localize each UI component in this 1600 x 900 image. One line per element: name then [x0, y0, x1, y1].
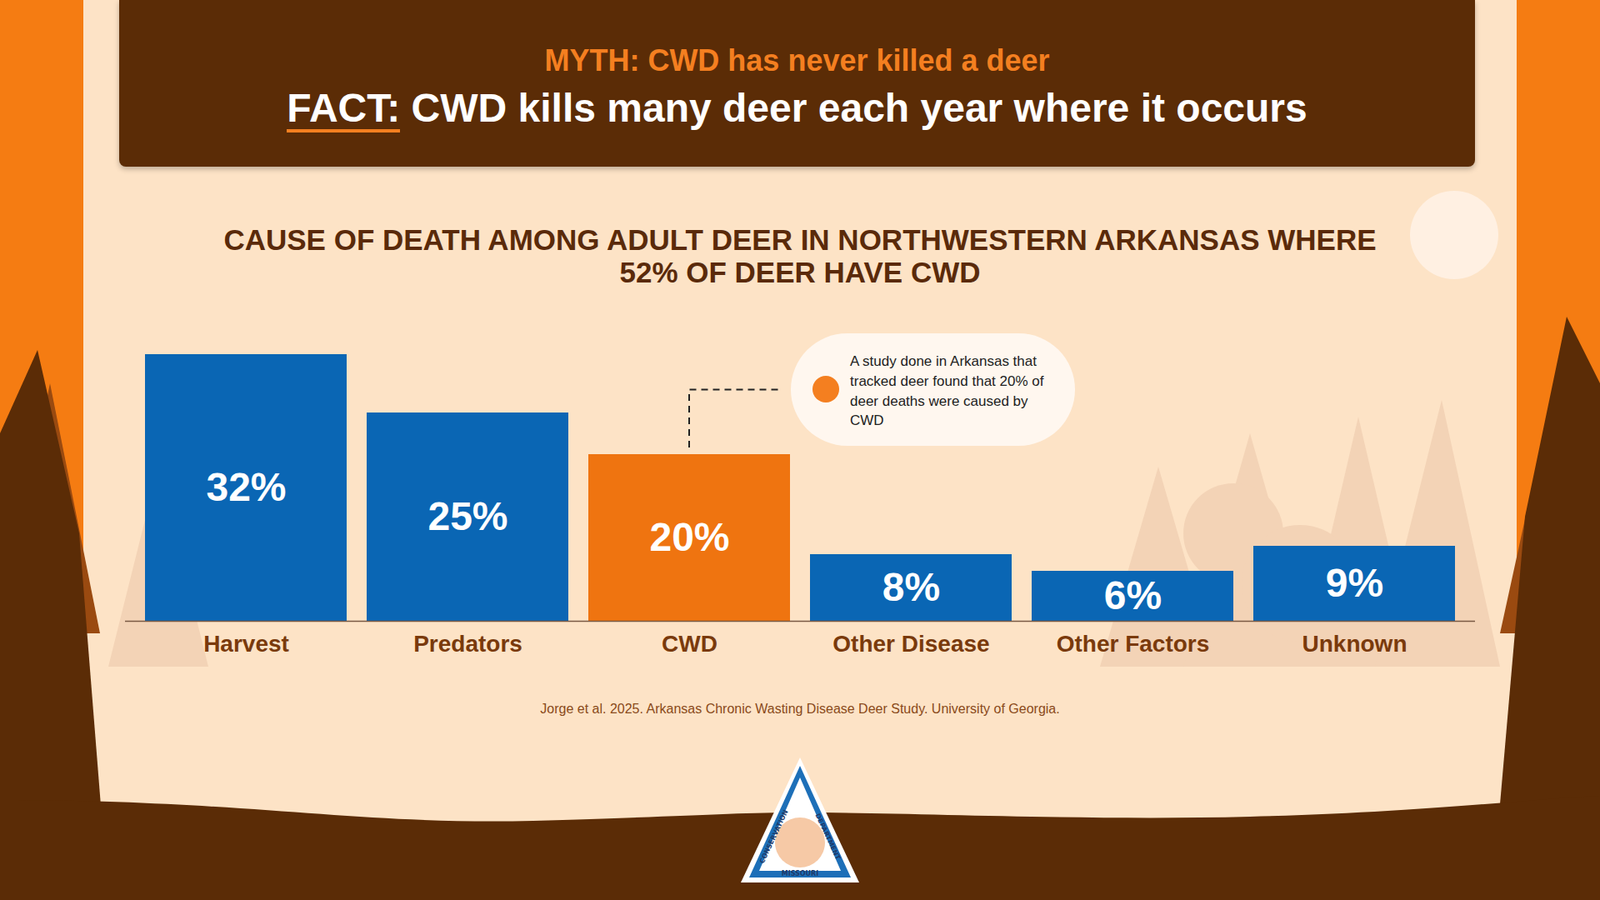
html-text:FACT: CWD kills many deer each: FACT: CWD kills many deer each year wher…	[286, 85, 1308, 130]
svg-text:Other Disease: Other Disease	[832, 630, 990, 657]
svg-text:9%: 9%	[1325, 560, 1384, 605]
svg-text:Predators: Predators	[413, 630, 523, 657]
svg-text:Other Factors: Other Factors	[1056, 630, 1210, 657]
svg-text:CONSERVATION: CONSERVATION	[758, 808, 790, 865]
html-text:Jorge et al. 2025. Arkansas Ch: Jorge et al. 2025. Arkansas Chronic Wast…	[540, 701, 1060, 716]
svg-text:Unknown: Unknown	[1302, 630, 1408, 657]
svg-text:6%: 6%	[1104, 573, 1162, 618]
html-text:MYTH: CWD has never killed a d: MYTH: CWD has never killed a deer	[544, 43, 1050, 78]
svg-text:CWD: CWD	[661, 630, 718, 657]
svg-text:Harvest: Harvest	[203, 630, 290, 657]
html-text:A study done in Arkansas that: A study done in Arkansas that tracked de…	[850, 353, 1044, 429]
svg-text:20%: 20%	[649, 515, 730, 560]
html-text:CAUSE OF DEATH AMONG ADULT DEE: CAUSE OF DEATH AMONG ADULT DEER IN NORTH…	[223, 223, 1377, 289]
svg-text:MISSOURI: MISSOURI	[781, 870, 820, 878]
svg-text:32%: 32%	[205, 465, 286, 510]
svg-text:DEPARTMENT: DEPARTMENT	[813, 812, 842, 862]
svg-text:25%: 25%	[427, 494, 508, 539]
svg-text:8%: 8%	[882, 565, 940, 610]
